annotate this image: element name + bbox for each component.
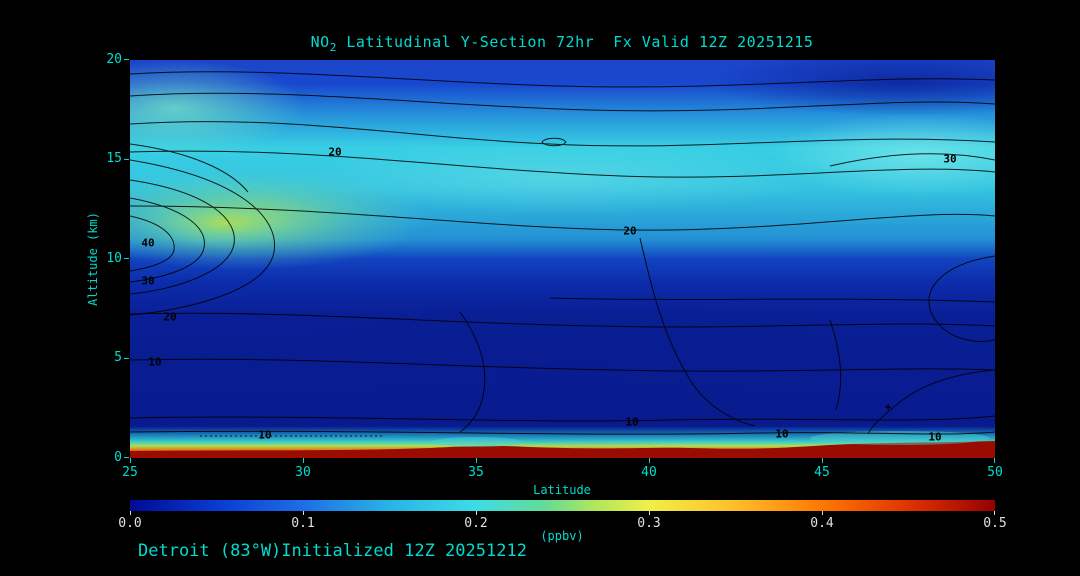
y-tick-label: 0	[114, 450, 122, 465]
y-tick-label: 5	[114, 350, 122, 365]
contour-label: 10	[258, 428, 272, 442]
contour-field-svg	[130, 60, 995, 458]
colorbar-tick-label: 0.4	[810, 516, 834, 531]
x-tick-label: 45	[814, 465, 830, 480]
title-rest: Latitudinal Y-Section 72hr Fx Valid 12Z …	[336, 33, 814, 51]
x-axis-title: Latitude	[533, 483, 591, 497]
contour-label: 30	[943, 152, 957, 166]
contour-label: 20	[623, 224, 637, 238]
x-tick-label: 40	[641, 465, 657, 480]
run-info-text: Detroit (83°W)Initialized 12Z 20251212	[138, 541, 527, 561]
x-tick-label: 50	[987, 465, 1003, 480]
field-fill	[130, 60, 995, 458]
y-tick-mark	[124, 258, 129, 259]
contour-label: 20	[328, 145, 342, 159]
y-tick-label: 10	[106, 251, 122, 266]
y-tick-mark	[124, 457, 129, 458]
y-tick-mark	[124, 59, 129, 60]
colorbar-tick-mark	[649, 511, 650, 515]
x-tick-mark	[994, 458, 995, 463]
contour-label: 20	[163, 310, 177, 324]
title-subscript: 2	[329, 41, 337, 54]
contour-lines	[130, 71, 995, 437]
colorbar-tick-mark	[822, 511, 823, 515]
colorbar-tick-mark	[130, 511, 131, 515]
x-tick-mark	[649, 458, 650, 463]
contour-label: 40	[141, 236, 155, 250]
x-tick-mark	[476, 458, 477, 463]
contour-label: 30	[141, 274, 155, 288]
contour-label: 10	[928, 430, 942, 444]
colorbar-tick-label: 0.0	[118, 516, 142, 531]
contour-label: 10	[775, 427, 789, 441]
page-title: NO2 Latitudinal Y-Section 72hr Fx Valid …	[311, 33, 814, 54]
title-species: NO	[310, 33, 330, 51]
x-tick-mark	[822, 458, 823, 463]
x-tick-label: 25	[122, 465, 138, 480]
y-tick-label: 15	[106, 151, 122, 166]
contour-label: 10	[148, 355, 162, 369]
contour-max-marker: +	[884, 400, 892, 414]
x-tick-mark	[130, 458, 131, 463]
x-tick-mark	[303, 458, 304, 463]
colorbar-unit-label: (ppbv)	[540, 529, 584, 543]
colorbar-tick-label: 0.1	[291, 516, 315, 531]
x-tick-label: 35	[468, 465, 484, 480]
colorbar-tick-mark	[303, 511, 304, 515]
contour-plot: 20 20 30 40 30 20 10 10 10 10 10 +	[130, 60, 995, 458]
colorbar-tick-mark	[476, 511, 477, 515]
x-tick-label: 30	[295, 465, 311, 480]
colorbar-tick-label: 0.5	[983, 516, 1007, 531]
contour-label: 10	[625, 415, 639, 429]
colorbar-tick-label: 0.2	[464, 516, 488, 531]
y-tick-mark	[124, 159, 129, 160]
y-tick-mark	[124, 358, 129, 359]
y-tick-label: 20	[106, 52, 122, 67]
colorbar-tick-label: 0.3	[637, 516, 661, 531]
colorbar	[130, 500, 995, 511]
colorbar-tick-mark	[994, 511, 995, 515]
